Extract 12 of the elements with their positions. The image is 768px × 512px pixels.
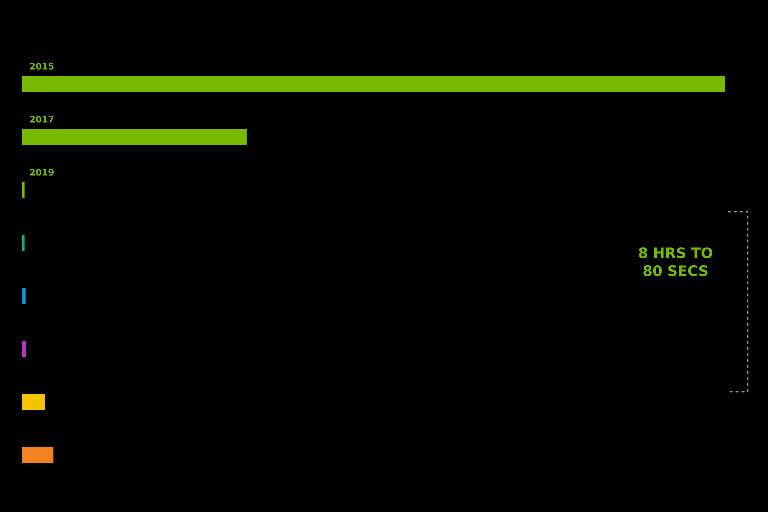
annotation: 8 HRS TO 80 SECS (639, 248, 713, 276)
bar (22, 129, 247, 146)
bar (22, 288, 26, 304)
bar (22, 182, 25, 198)
y-tick-label: 2019 (30, 169, 54, 176)
bar (22, 341, 27, 358)
bar (22, 235, 25, 252)
y-tick-label: 2017 (30, 116, 54, 123)
bar (22, 447, 54, 464)
y-tick-label: 2015 (30, 63, 54, 70)
bar (22, 76, 726, 92)
bar (22, 394, 46, 410)
